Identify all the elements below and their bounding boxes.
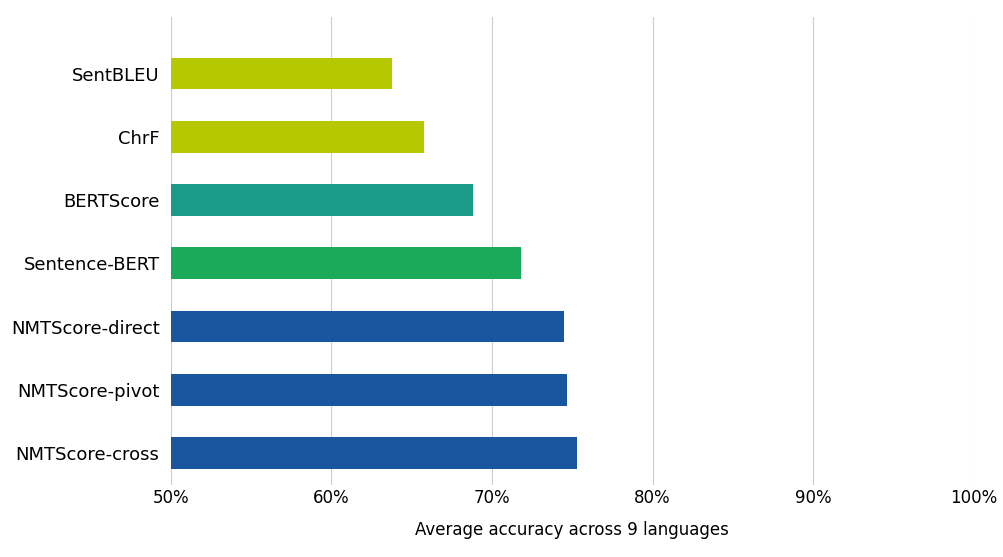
- Bar: [0, 184, 472, 216]
- X-axis label: Average accuracy across 9 languages: Average accuracy across 9 languages: [415, 521, 728, 539]
- Bar: [0, 247, 521, 279]
- Bar: [0, 374, 567, 405]
- Bar: [0, 58, 392, 90]
- Bar: [0, 121, 424, 153]
- Bar: [0, 311, 564, 343]
- Bar: [0, 437, 577, 469]
